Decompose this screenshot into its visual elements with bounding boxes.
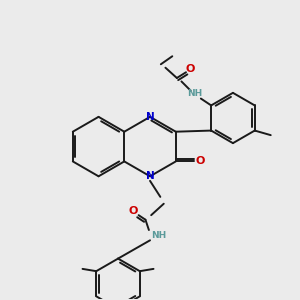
Text: N: N [146, 171, 154, 181]
Text: NH: NH [188, 89, 203, 98]
Text: N: N [146, 112, 154, 122]
Text: O: O [195, 156, 205, 167]
Text: O: O [186, 64, 195, 74]
Text: O: O [128, 206, 138, 216]
Text: NH: NH [152, 231, 167, 240]
